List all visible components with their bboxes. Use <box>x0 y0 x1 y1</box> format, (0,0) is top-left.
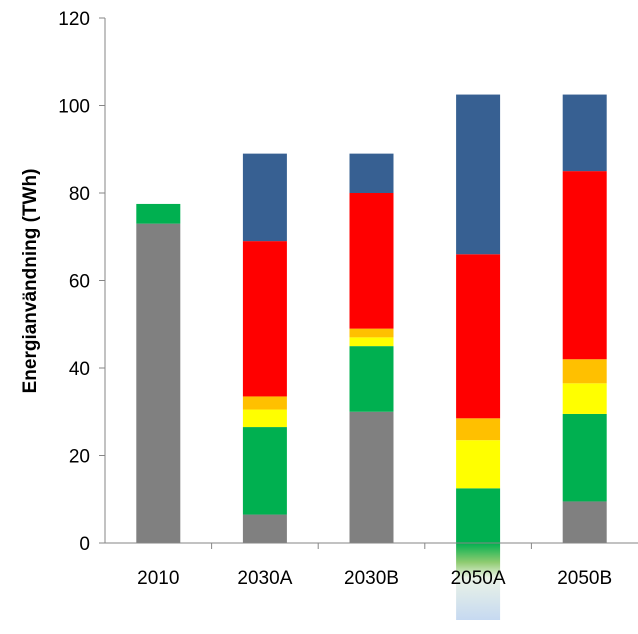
bar-segment <box>562 359 607 384</box>
below-axis-overflow <box>456 543 501 620</box>
bar-segment <box>349 337 394 347</box>
bar-segment <box>456 254 501 419</box>
y-tick-label: 20 <box>69 447 90 468</box>
bar-segment <box>242 427 287 515</box>
y-tick-label: 40 <box>69 359 90 380</box>
x-tick-label: 2030B <box>344 568 399 589</box>
bar-segment <box>242 241 287 397</box>
x-tick-label: 2010 <box>137 568 179 589</box>
x-tick-label: 2030A <box>237 568 292 589</box>
bar-segment <box>562 413 607 502</box>
y-tick-label: 100 <box>58 97 90 118</box>
y-tick-label: 60 <box>69 272 90 293</box>
bar-segment <box>456 418 501 441</box>
y-tick-label: 0 <box>79 534 90 555</box>
bar-segment <box>562 94 607 172</box>
bar-segment <box>456 488 501 543</box>
bar-segment <box>242 409 287 428</box>
y-axis-label: Energianvändning (TWh) <box>20 169 41 394</box>
bar-segment <box>349 153 394 193</box>
x-tick-label: 2050A <box>451 568 506 589</box>
bar-segment <box>562 171 607 360</box>
bar-segment <box>562 501 607 543</box>
bar-overflow-gradient <box>456 543 501 620</box>
bar-segment <box>242 153 287 242</box>
bar-segment <box>242 514 287 543</box>
bars-layer <box>136 94 607 543</box>
bar-segment <box>349 328 394 338</box>
y-tick-label: 80 <box>69 184 90 205</box>
y-axis-ticks: 0 20 40 60 80 100 120 <box>58 9 105 555</box>
bar-segment <box>456 94 501 255</box>
bar-segment <box>136 203 181 224</box>
x-axis-ticks: 2010 2030A 2030B 2050A 2050B <box>137 543 612 589</box>
bar-segment <box>242 396 287 410</box>
bar-segment <box>456 440 501 489</box>
bar-segment <box>349 346 394 412</box>
bar-segment <box>349 411 394 543</box>
bar-segment <box>136 223 181 543</box>
bar-segment <box>349 193 394 329</box>
x-tick-label: 2050B <box>557 568 612 589</box>
bar-segment <box>562 383 607 414</box>
y-tick-label: 120 <box>58 9 90 30</box>
